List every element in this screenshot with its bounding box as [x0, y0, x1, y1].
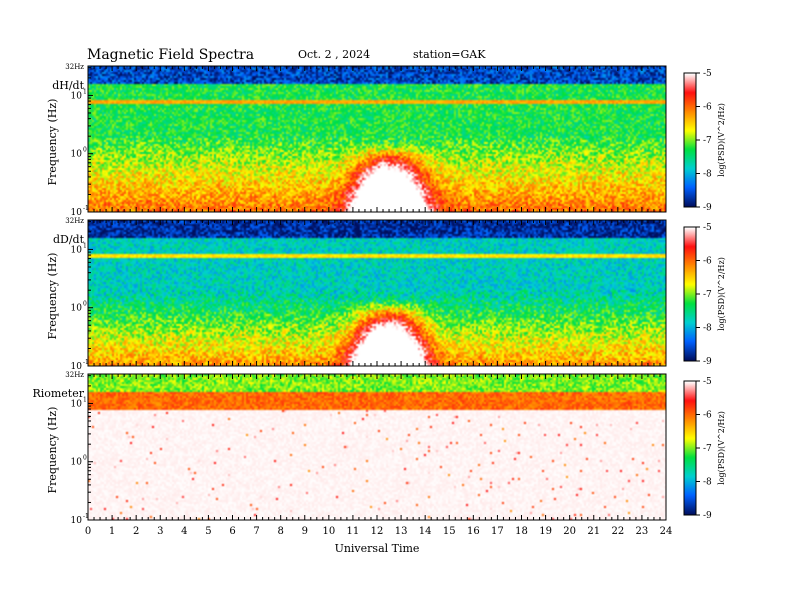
- x-tick-label: 7: [253, 526, 259, 537]
- y-axis-label: Frequency (Hz): [46, 99, 59, 186]
- colorbar-tick-label: -8: [703, 170, 712, 180]
- colorbar-gradient: [684, 381, 696, 515]
- colorbar-tick-label: -7: [703, 290, 712, 300]
- colorbar-tick-label: -5: [703, 223, 712, 233]
- panel-top-label: 32Hz: [65, 63, 84, 71]
- y-tick-label: 10: [71, 399, 83, 409]
- y-tick-label: 10: [71, 458, 83, 468]
- x-tick-label: 6: [229, 526, 235, 537]
- y-tick-exponent: 1: [83, 88, 87, 95]
- x-tick-label: 8: [277, 526, 283, 537]
- y-tick-exponent: -1: [83, 513, 89, 520]
- x-tick-label: 3: [157, 526, 163, 537]
- spectrogram-heatmap: [88, 220, 666, 366]
- x-tick-label: 11: [347, 526, 360, 537]
- y-tick-exponent: 0: [83, 455, 87, 462]
- x-tick-label: 21: [587, 526, 600, 537]
- colorbar-label: log(PSD)(V^2/Hz): [717, 257, 726, 331]
- panel-label: Riometer: [32, 387, 84, 400]
- colorbar-tick-label: -5: [703, 69, 712, 79]
- colorbar-tick-label: -8: [703, 478, 712, 488]
- colorbar-tick-label: -8: [703, 324, 712, 334]
- colorbar-tick-label: -9: [703, 511, 712, 521]
- colorbar-label: log(PSD)(V^2/Hz): [717, 103, 726, 177]
- y-tick-label: 10: [71, 304, 83, 314]
- x-tick-label: 0: [85, 526, 91, 537]
- spectrogram-heatmap: [88, 66, 666, 212]
- x-tick-label: 9: [302, 526, 308, 537]
- y-tick-label: 10: [71, 150, 83, 160]
- x-tick-label: 17: [491, 526, 504, 537]
- panel-top-label: 32Hz: [65, 217, 84, 225]
- figure-station: station=GAK: [413, 48, 486, 61]
- colorbar-tick-label: -7: [703, 136, 712, 146]
- x-tick-label: 15: [443, 526, 456, 537]
- x-tick-label: 12: [371, 526, 384, 537]
- y-tick-exponent: 0: [83, 301, 87, 308]
- x-tick-label: 18: [515, 526, 528, 537]
- x-tick-label: 2: [133, 526, 139, 537]
- y-tick-label: 10: [71, 208, 83, 218]
- x-tick-label: 24: [660, 526, 673, 537]
- x-tick-label: 5: [205, 526, 211, 537]
- colorbar-tick-label: -9: [703, 203, 712, 213]
- y-tick-exponent: 0: [83, 147, 87, 154]
- spectrogram-heatmap: [88, 374, 666, 520]
- y-tick-label: 10: [71, 362, 83, 372]
- x-tick-label: 13: [395, 526, 408, 537]
- x-tick-label: 23: [636, 526, 649, 537]
- x-axis-label: Universal Time: [335, 542, 420, 555]
- colorbar-tick-label: -5: [703, 377, 712, 387]
- y-axis-label: Frequency (Hz): [46, 253, 59, 340]
- figure-date: Oct. 2 , 2024: [298, 48, 370, 61]
- y-tick-exponent: 1: [83, 242, 87, 249]
- y-tick-label: 10: [71, 516, 83, 526]
- y-axis-label: Frequency (Hz): [46, 407, 59, 494]
- colorbar-gradient: [684, 73, 696, 207]
- x-tick-label: 22: [611, 526, 624, 537]
- x-tick-label: 10: [322, 526, 335, 537]
- colorbar-tick-label: -7: [703, 444, 712, 454]
- x-tick-label: 19: [539, 526, 552, 537]
- y-tick-label: 10: [71, 245, 83, 255]
- x-tick-label: 20: [563, 526, 576, 537]
- colorbar-tick-label: -6: [703, 257, 712, 267]
- x-tick-label: 1: [109, 526, 115, 537]
- y-tick-exponent: 1: [83, 396, 87, 403]
- x-tick-label: 4: [181, 526, 187, 537]
- panel-top-label: 32Hz: [65, 371, 84, 379]
- y-tick-exponent: -1: [83, 205, 89, 212]
- colorbar-gradient: [684, 227, 696, 361]
- colorbar-label: log(PSD)(V^2/Hz): [717, 411, 726, 485]
- figure-title: Magnetic Field Spectra: [87, 47, 254, 63]
- colorbar-tick-label: -9: [703, 357, 712, 367]
- y-tick-exponent: -1: [83, 359, 89, 366]
- x-tick-label: 14: [419, 526, 432, 537]
- panel-label: dH/dt: [52, 79, 84, 92]
- colorbar-tick-label: -6: [703, 411, 712, 421]
- colorbar-tick-label: -6: [703, 103, 712, 113]
- y-tick-label: 10: [71, 91, 83, 101]
- x-tick-label: 16: [467, 526, 480, 537]
- panel-label: dD/dt: [53, 233, 85, 246]
